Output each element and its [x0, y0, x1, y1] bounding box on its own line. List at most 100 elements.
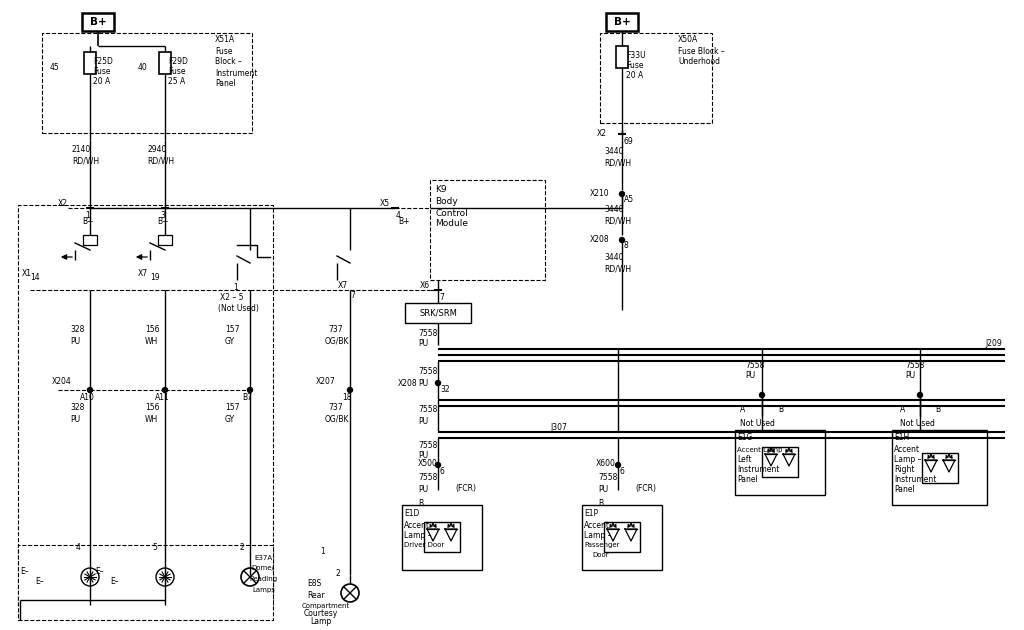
Text: X207: X207	[316, 377, 336, 386]
Text: X204: X204	[52, 377, 72, 386]
Text: 7558: 7558	[418, 406, 437, 415]
Bar	[616, 46, 628, 68]
Bar	[406, 303, 471, 323]
Text: 6: 6	[440, 467, 444, 476]
Text: Dome/: Dome/	[251, 565, 273, 571]
Text: Reading: Reading	[249, 576, 278, 582]
Text: Lamp –: Lamp –	[894, 455, 922, 464]
Bar	[158, 235, 172, 245]
Text: 14: 14	[30, 273, 40, 282]
Text: Not Used: Not Used	[740, 420, 775, 428]
Text: X600: X600	[596, 459, 615, 469]
Text: Panel: Panel	[894, 486, 914, 495]
Text: PU: PU	[418, 452, 428, 461]
Bar	[922, 453, 958, 483]
Text: PU: PU	[905, 372, 915, 381]
Text: Lamp –: Lamp –	[584, 530, 611, 539]
Text: X7: X7	[338, 282, 348, 290]
Text: 3440: 3440	[604, 205, 624, 214]
Text: 69: 69	[623, 137, 633, 146]
Text: X50A: X50A	[678, 35, 698, 45]
Text: 156: 156	[145, 403, 160, 413]
Text: Panel: Panel	[215, 79, 236, 88]
Text: F25D: F25D	[93, 57, 113, 66]
Bar	[83, 235, 97, 245]
Text: Rear: Rear	[307, 590, 325, 600]
Bar	[82, 13, 114, 31]
Text: E37A: E37A	[254, 555, 272, 561]
Text: A: A	[900, 406, 905, 415]
Text: K9: K9	[435, 185, 446, 195]
Text: E–: E–	[20, 568, 29, 576]
Text: 45: 45	[50, 62, 59, 71]
Text: X208: X208	[590, 236, 609, 244]
Text: Not Used: Not Used	[900, 420, 935, 428]
Text: B+: B+	[90, 17, 106, 27]
Text: Accent: Accent	[404, 520, 430, 529]
Text: E1P: E1P	[584, 510, 598, 518]
Bar	[159, 52, 171, 74]
Bar	[430, 180, 545, 280]
Circle shape	[347, 387, 352, 392]
Text: B: B	[778, 406, 783, 415]
Text: Body: Body	[435, 197, 458, 207]
Text: Passenger: Passenger	[584, 542, 620, 548]
Text: Lamp: Lamp	[310, 617, 331, 626]
Text: PU: PU	[598, 484, 608, 493]
Text: 7558: 7558	[905, 360, 925, 370]
Text: PU: PU	[418, 340, 428, 348]
Text: X5: X5	[380, 200, 390, 209]
Circle shape	[620, 192, 625, 197]
Text: 7558: 7558	[418, 328, 437, 338]
Text: 6: 6	[620, 467, 625, 476]
Text: PU: PU	[418, 416, 428, 425]
Text: 20 A: 20 A	[626, 71, 643, 79]
Text: 157: 157	[225, 403, 240, 413]
Text: WH: WH	[145, 415, 159, 423]
Circle shape	[87, 387, 92, 392]
Text: F33U: F33U	[626, 50, 645, 59]
Text: Courtesy: Courtesy	[304, 609, 338, 619]
Bar	[42, 33, 252, 133]
Text: 4: 4	[76, 542, 81, 551]
Text: 2: 2	[335, 568, 340, 578]
Text: 8: 8	[624, 241, 629, 251]
Text: Accent: Accent	[894, 445, 920, 454]
Text: A11: A11	[155, 392, 170, 401]
Text: 328: 328	[70, 326, 84, 335]
Text: B: B	[418, 498, 423, 508]
Text: X2: X2	[58, 200, 68, 209]
Text: Left: Left	[737, 455, 752, 464]
Bar	[424, 522, 460, 552]
Circle shape	[435, 381, 440, 386]
Text: 737: 737	[328, 403, 343, 413]
Circle shape	[248, 387, 253, 392]
Text: (Not Used): (Not Used)	[218, 304, 259, 314]
Text: Underhood: Underhood	[678, 57, 720, 67]
Circle shape	[615, 462, 621, 467]
Text: Fuse: Fuse	[215, 47, 232, 55]
Text: E1G: E1G	[737, 433, 753, 442]
Bar	[604, 522, 640, 552]
Bar	[735, 430, 825, 495]
Text: 2140: 2140	[72, 146, 91, 154]
Text: X2 – 5: X2 – 5	[220, 294, 244, 302]
Text: 4: 4	[396, 210, 400, 219]
Text: RD/WH: RD/WH	[604, 265, 631, 273]
Text: B+: B+	[613, 17, 631, 27]
Text: 7558: 7558	[745, 360, 764, 370]
Text: PU: PU	[70, 415, 80, 423]
Text: Control: Control	[435, 209, 468, 217]
Text: J307: J307	[550, 423, 567, 432]
Text: WH: WH	[145, 336, 159, 345]
Text: OG/BK: OG/BK	[325, 415, 349, 423]
Text: 7558: 7558	[418, 474, 437, 483]
Text: E–: E–	[110, 578, 119, 587]
Circle shape	[163, 387, 168, 392]
Text: Instrument: Instrument	[894, 476, 936, 484]
Text: X51A: X51A	[215, 35, 236, 45]
Bar	[600, 33, 712, 123]
Text: Accent: Accent	[584, 520, 610, 529]
Text: Instrument: Instrument	[215, 69, 257, 77]
Text: X7: X7	[138, 268, 148, 277]
